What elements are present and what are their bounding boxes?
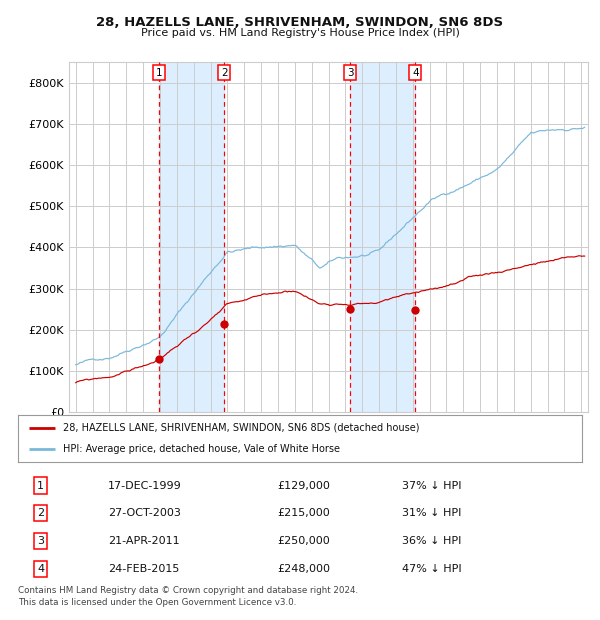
- Text: 3: 3: [347, 68, 354, 78]
- Text: 4: 4: [412, 68, 419, 78]
- Text: £215,000: £215,000: [277, 508, 330, 518]
- Text: 1: 1: [37, 480, 44, 490]
- Text: Contains HM Land Registry data © Crown copyright and database right 2024.
This d: Contains HM Land Registry data © Crown c…: [18, 586, 358, 608]
- Text: 4: 4: [37, 564, 44, 574]
- Bar: [160, 62, 224, 412]
- Text: 31% ↓ HPI: 31% ↓ HPI: [401, 508, 461, 518]
- Bar: [350, 62, 415, 412]
- Text: 17-DEC-1999: 17-DEC-1999: [108, 480, 182, 490]
- Text: £129,000: £129,000: [277, 480, 331, 490]
- Text: £250,000: £250,000: [277, 536, 330, 546]
- Text: 2: 2: [37, 508, 44, 518]
- Text: £248,000: £248,000: [277, 564, 331, 574]
- Text: 28, HAZELLS LANE, SHRIVENHAM, SWINDON, SN6 8DS (detached house): 28, HAZELLS LANE, SHRIVENHAM, SWINDON, S…: [63, 423, 419, 433]
- Text: 36% ↓ HPI: 36% ↓ HPI: [401, 536, 461, 546]
- Text: HPI: Average price, detached house, Vale of White Horse: HPI: Average price, detached house, Vale…: [63, 445, 340, 454]
- Text: 24-FEB-2015: 24-FEB-2015: [108, 564, 179, 574]
- Text: 27-OCT-2003: 27-OCT-2003: [108, 508, 181, 518]
- Text: 28, HAZELLS LANE, SHRIVENHAM, SWINDON, SN6 8DS: 28, HAZELLS LANE, SHRIVENHAM, SWINDON, S…: [97, 16, 503, 29]
- Text: Price paid vs. HM Land Registry's House Price Index (HPI): Price paid vs. HM Land Registry's House …: [140, 28, 460, 38]
- Text: 47% ↓ HPI: 47% ↓ HPI: [401, 564, 461, 574]
- Text: 21-APR-2011: 21-APR-2011: [108, 536, 180, 546]
- Text: 3: 3: [37, 536, 44, 546]
- Text: 1: 1: [156, 68, 163, 78]
- Text: 2: 2: [221, 68, 227, 78]
- Text: 37% ↓ HPI: 37% ↓ HPI: [401, 480, 461, 490]
